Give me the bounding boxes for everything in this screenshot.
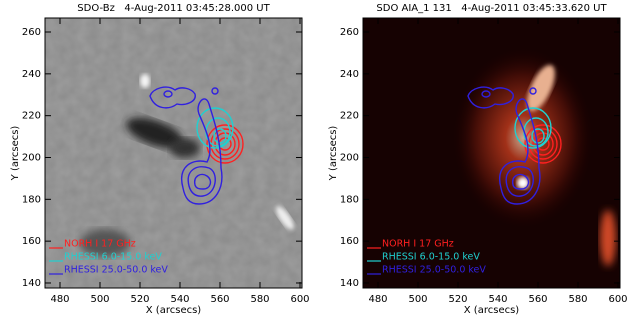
y-tick-label: 240 [340, 69, 359, 80]
y-tick-label: 260 [22, 27, 41, 38]
y-axis-label: Y (arcsecs) [10, 126, 21, 182]
x-tick-label: 480 [368, 294, 387, 305]
figure: 480 500 520 540 560 580 600 140 160 180 200 220 240 2… [0, 0, 637, 316]
x-axis-label: X (arcsecs) [464, 305, 520, 316]
x-tick-label: 500 [90, 294, 109, 305]
y-tick-label: 180 [340, 194, 359, 205]
y-tick-label: 240 [22, 69, 41, 80]
x-tick-label: 480 [50, 294, 69, 305]
y-tick-label: 220 [22, 111, 41, 122]
emission [453, 48, 593, 228]
x-tick-label: 580 [568, 294, 587, 305]
bright-polarity [140, 74, 150, 88]
legend-label: RHESSI 25.0-50.0 keV [64, 265, 168, 276]
x-tick-label: 600 [290, 294, 309, 305]
x-tick-label: 560 [528, 294, 547, 305]
x-tick-label: 560 [210, 294, 229, 305]
chart-title: SDO AIA_1 131 4-Aug-2011 03:45:33.620 UT [376, 3, 607, 14]
x-tick-label: 520 [448, 294, 467, 305]
y-tick-label: 200 [22, 152, 41, 163]
y-tick-label: 160 [22, 236, 41, 247]
y-tick-label: 260 [340, 27, 359, 38]
x-tick-label: 500 [408, 294, 427, 305]
x-tick-label: 580 [250, 294, 269, 305]
emission [600, 210, 616, 266]
panel: 480 500 520 540 560 580 600 140 160 180 200 220 240 2… [10, 3, 310, 316]
y-tick-label: 140 [340, 278, 359, 289]
x-axis-label: X (arcsecs) [146, 305, 202, 316]
x-tick-label: 600 [608, 294, 627, 305]
dark-polarity [170, 138, 200, 158]
legend-label: RHESSI 6.0-15.0 keV [382, 252, 480, 263]
x-tick-label: 540 [170, 294, 189, 305]
legend-label: RHESSI 25.0-50.0 keV [382, 265, 486, 276]
x-tick-label: 520 [130, 294, 149, 305]
y-tick-label: 140 [22, 278, 41, 289]
legend-label: NORH I 17 GHz [382, 239, 454, 250]
legend-label: RHESSI 6.0-15.0 keV [64, 252, 162, 263]
page: {"chart_data": [ {"type": "image", "titl… [0, 0, 637, 320]
y-tick-label: 180 [22, 194, 41, 205]
y-tick-label: 200 [340, 152, 359, 163]
legend-label: NORH I 17 GHz [64, 239, 136, 250]
y-axis-label: Y (arcsecs) [328, 126, 339, 182]
x-tick-label: 540 [488, 294, 507, 305]
y-tick-label: 220 [340, 111, 359, 122]
chart-title: SDO-Bz 4-Aug-2011 03:45:28.000 UT [77, 3, 270, 14]
y-tick-label: 160 [340, 236, 359, 247]
panel: 480 500 520 540 560 580 600 140 160 180 200 220 240 2… [328, 3, 628, 316]
